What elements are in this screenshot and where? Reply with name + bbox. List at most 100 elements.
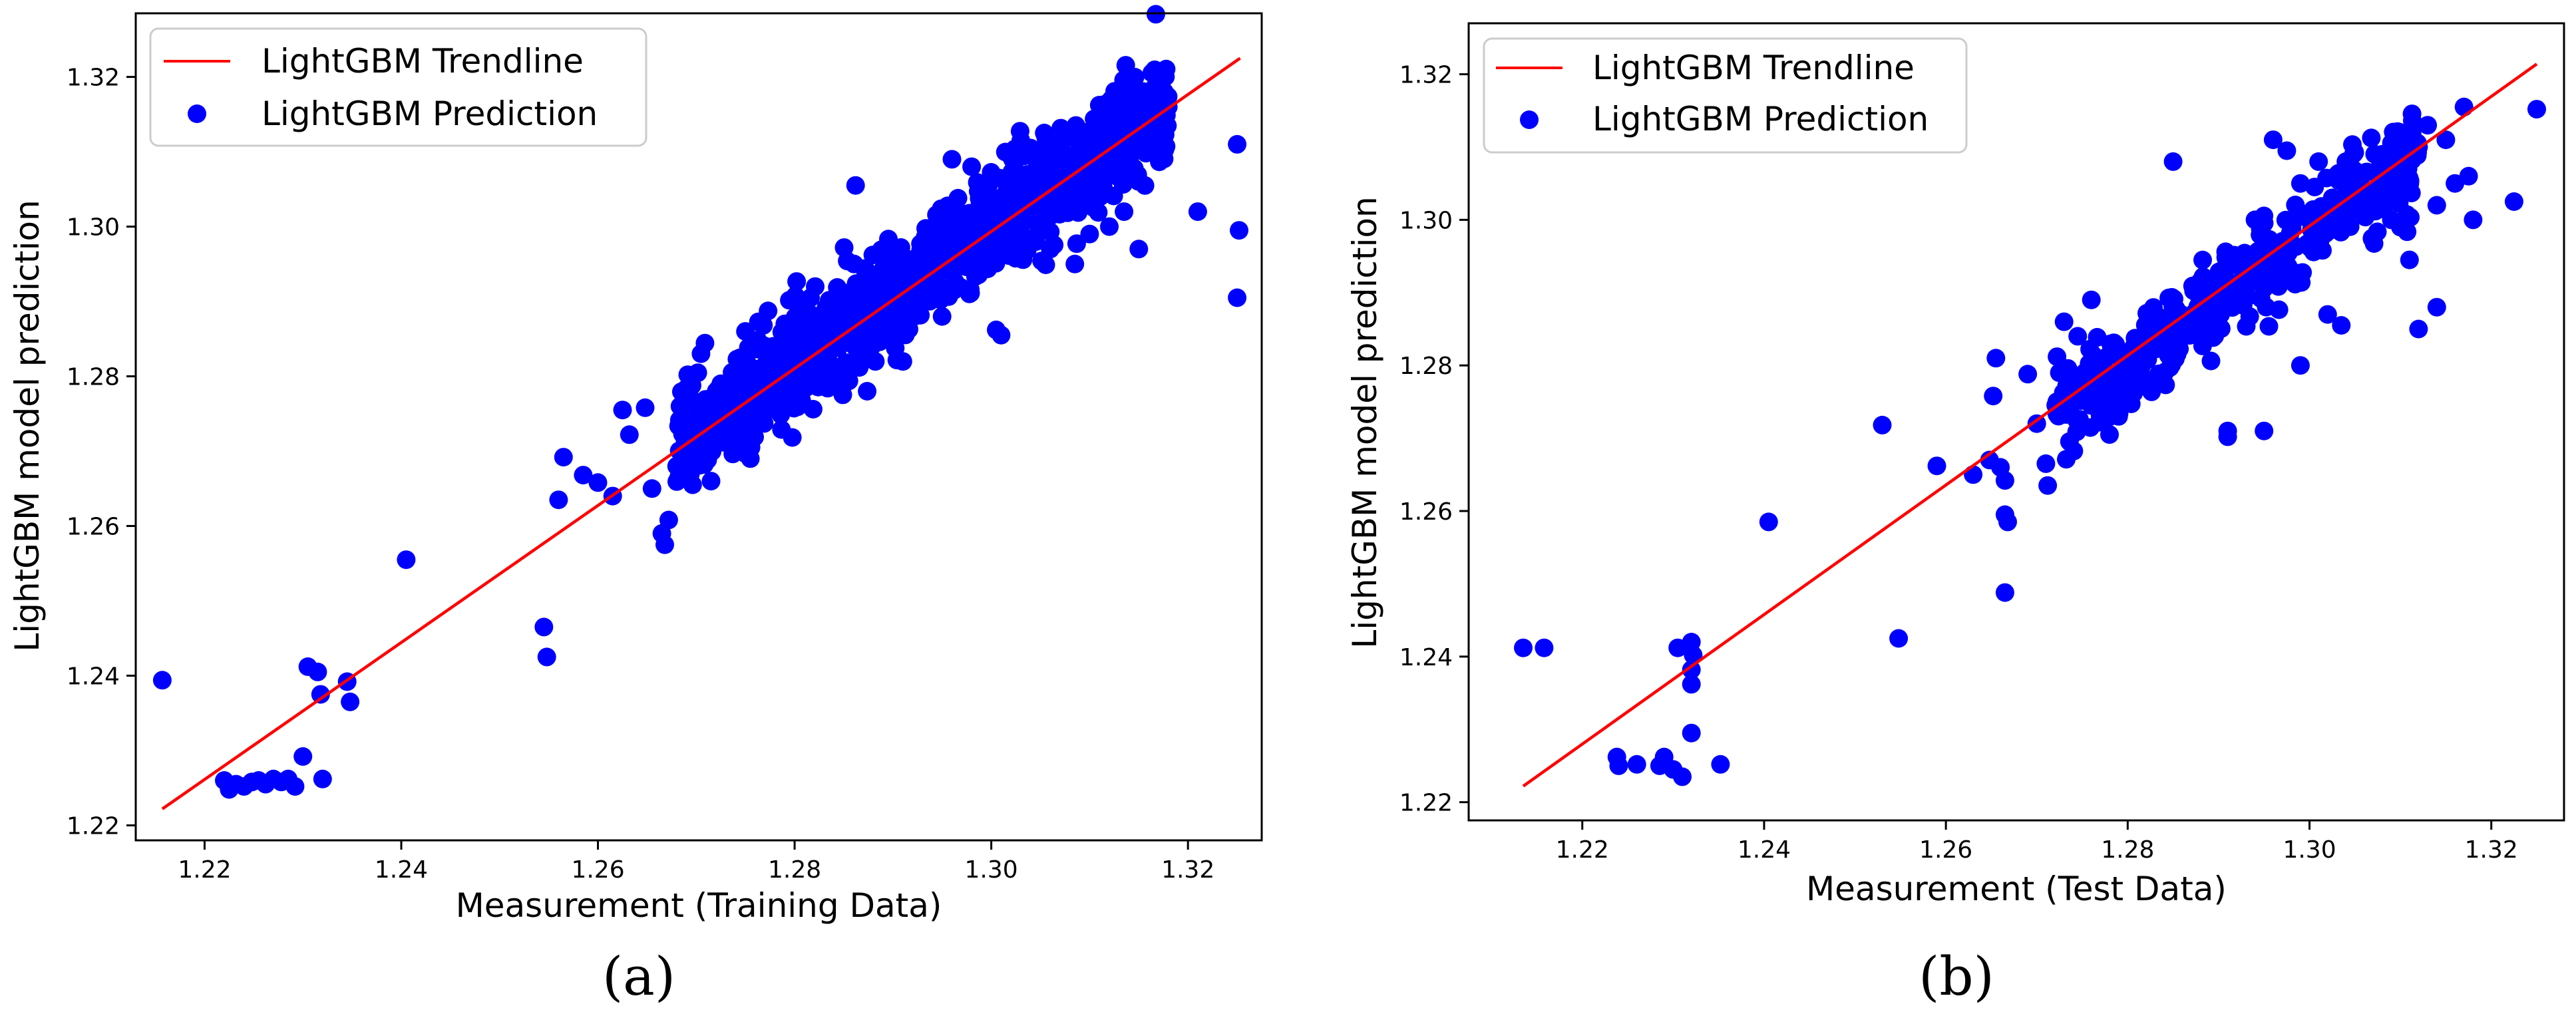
- scatter-point: [1027, 156, 1047, 175]
- scatter-point: [2464, 210, 2483, 230]
- x-tick-label: 1.28: [2101, 836, 2154, 864]
- scatter-point: [1228, 134, 1247, 154]
- scatter-point: [1080, 224, 1099, 244]
- scatter-point: [2139, 306, 2158, 325]
- legend-frame-b: [1483, 37, 1968, 154]
- scatter-point: [554, 448, 573, 467]
- scatter-point: [1682, 723, 1701, 743]
- scatter-point: [1149, 134, 1168, 154]
- scatter-point: [1889, 629, 1909, 648]
- scatter-point: [574, 466, 593, 485]
- scatter-point: [1097, 156, 1116, 176]
- scatter-point: [683, 475, 702, 494]
- scatter-point: [817, 328, 836, 347]
- scatter-point: [2036, 454, 2056, 473]
- scatter-point: [2216, 248, 2235, 267]
- scatter-point: [2304, 242, 2323, 261]
- scatter-point: [2259, 317, 2279, 336]
- scatter-point: [862, 265, 881, 285]
- scatter-point: [787, 272, 807, 291]
- scatter-point: [846, 176, 865, 195]
- x-tick-label: 1.28: [768, 856, 821, 884]
- scatter-point: [711, 374, 731, 393]
- scatter-point: [1514, 638, 1533, 657]
- scatter-point: [1090, 120, 1109, 139]
- legend-label-prediction-b: LightGBM Prediction: [1592, 100, 1929, 138]
- scatter-point: [1114, 71, 1133, 90]
- scatter-point: [2391, 123, 2410, 142]
- scatter-point: [659, 510, 678, 530]
- scatter-point: [2067, 423, 2086, 442]
- x-tick-label: 1.26: [1919, 836, 1972, 864]
- scatter-point: [847, 277, 866, 297]
- scatter-point: [790, 370, 809, 389]
- scatter-point: [1188, 202, 1207, 222]
- y-tick-label: 1.32: [67, 65, 120, 92]
- scatter-point: [1984, 387, 2003, 406]
- scatter-point: [1021, 138, 1040, 158]
- scatter-point: [968, 182, 988, 201]
- scatter-point: [1155, 83, 1174, 102]
- legend-marker-swatch-a: [188, 104, 206, 123]
- scatter-point: [673, 424, 692, 444]
- scatter-point: [775, 314, 795, 333]
- legend-label-trendline-b: LightGBM Trendline: [1592, 49, 1915, 87]
- scatter-point: [152, 671, 172, 690]
- trendline-b: [1522, 63, 2538, 788]
- scatter-point: [1080, 186, 1099, 205]
- scatter-point: [2356, 197, 2376, 216]
- scatter-point: [1998, 512, 2017, 532]
- scatter-point: [733, 368, 753, 387]
- y-tick-label: 1.26: [67, 514, 120, 541]
- scatter-point: [961, 280, 980, 299]
- scatter-point: [870, 303, 890, 323]
- scatter-point: [667, 456, 686, 476]
- scatter-point: [952, 217, 972, 236]
- scatter-point: [848, 343, 867, 363]
- legend-marker-swatch-b: [1520, 110, 1539, 129]
- scatter-point: [930, 210, 949, 229]
- scatter-point: [2427, 196, 2446, 215]
- scatter-point: [1041, 240, 1060, 259]
- legend-label-prediction-a: LightGBM Prediction: [262, 94, 598, 133]
- y-tick-label: 1.22: [1399, 790, 1453, 817]
- scatter-point: [698, 450, 717, 470]
- scatter-point: [996, 142, 1015, 162]
- scatter-point: [1116, 56, 1135, 75]
- scatter-point: [2459, 166, 2478, 186]
- x-tick-label: 1.30: [2283, 836, 2336, 864]
- scatter-point: [2088, 327, 2107, 347]
- scatter-point: [972, 213, 991, 232]
- scatter-point: [939, 287, 958, 306]
- scatter-point: [2197, 321, 2216, 341]
- scatter-point: [1111, 97, 1130, 116]
- scatter-point: [308, 662, 327, 681]
- y-tick-label: 1.28: [1399, 353, 1453, 380]
- scatter-point: [2263, 268, 2283, 287]
- scatter-point: [588, 473, 608, 492]
- scatter-point: [1673, 767, 1692, 786]
- scatter-point: [1759, 512, 1778, 532]
- scatter-point: [2326, 166, 2346, 185]
- scatter-point: [800, 334, 819, 353]
- x-tick-label: 1.30: [965, 856, 1018, 884]
- scatter-point: [2110, 347, 2129, 367]
- scatter-point: [1627, 755, 1646, 774]
- y-axis-label-b: LightGBM model prediction: [1346, 196, 1384, 648]
- scatter-point: [710, 421, 729, 440]
- scatter-point: [293, 747, 313, 766]
- x-tick-label: 1.22: [1556, 836, 1609, 864]
- scatter-point: [701, 472, 721, 491]
- scatter-point: [996, 236, 1015, 255]
- scatter-point: [2100, 425, 2119, 444]
- scatter-point: [950, 234, 969, 254]
- scatter-point: [655, 535, 674, 554]
- x-tick-label: 1.22: [178, 856, 231, 884]
- x-tick-label: 1.26: [571, 856, 624, 884]
- scatter-point: [2291, 356, 2310, 375]
- legend-a: LightGBM Trendline LightGBM Prediction: [149, 27, 647, 147]
- scatter-point: [2362, 128, 2381, 148]
- panel-label-b: (b): [1919, 945, 1994, 1007]
- scatter-point: [2309, 152, 2328, 171]
